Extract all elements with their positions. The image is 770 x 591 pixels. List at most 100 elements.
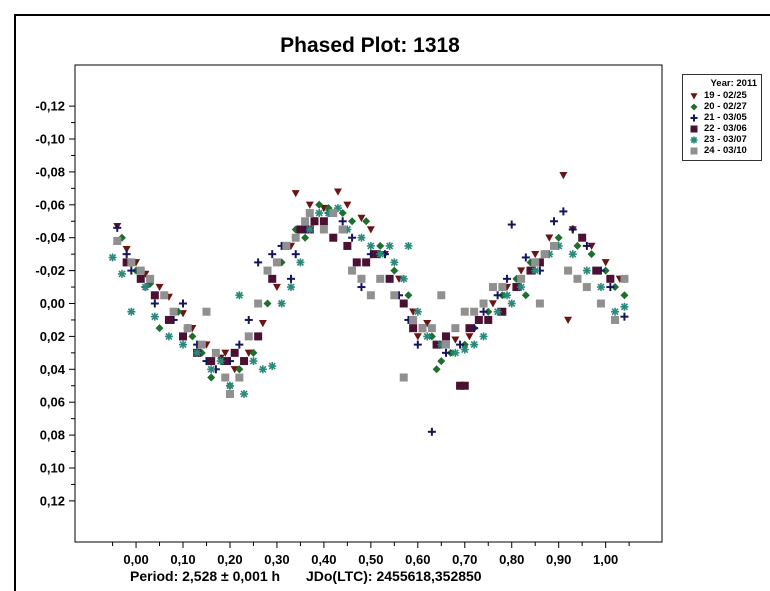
- data-point: [277, 299, 286, 308]
- chart-footer: Period: 2,528 ± 0,001 h JDo(LTC): 245561…: [130, 568, 482, 584]
- y-tick-label: -0,04: [35, 230, 65, 245]
- data-point: [235, 373, 244, 382]
- legend-entry: 22 - 03/06: [686, 123, 758, 134]
- data-point: [315, 209, 324, 218]
- data-point: [319, 225, 328, 234]
- data-point: [451, 348, 460, 357]
- data-point: [531, 266, 540, 275]
- y-tick-label: 0,04: [40, 362, 66, 377]
- data-point: [606, 283, 615, 292]
- series-group: [113, 209, 629, 398]
- data-point: [296, 258, 305, 267]
- x-tick-label: 0,20: [217, 552, 242, 567]
- data-point: [343, 241, 352, 250]
- data-point: [399, 373, 408, 382]
- data-point: [521, 253, 530, 262]
- data-point: [193, 348, 202, 357]
- data-point: [690, 92, 698, 99]
- legend-entry: 24 - 03/10: [686, 145, 758, 156]
- data-point: [409, 315, 418, 324]
- data-point: [582, 266, 591, 275]
- legend-entry: 20 - 02/27: [686, 101, 758, 112]
- data-point: [225, 389, 234, 398]
- data-point: [451, 324, 460, 333]
- data-point: [474, 315, 483, 324]
- x-tick-label: 0,10: [170, 552, 195, 567]
- data-point: [282, 241, 291, 250]
- data-point: [305, 201, 314, 209]
- data-point: [169, 307, 178, 316]
- data-point: [545, 234, 554, 242]
- data-point: [221, 373, 230, 382]
- data-point: [517, 283, 526, 292]
- data-point: [587, 242, 596, 250]
- data-point: [333, 188, 342, 196]
- series-group: [113, 172, 624, 374]
- data-point: [413, 307, 422, 316]
- data-point: [620, 274, 629, 283]
- data-point: [549, 241, 558, 250]
- data-point: [329, 209, 338, 218]
- data-point: [521, 291, 530, 300]
- data-point: [690, 136, 698, 143]
- data-point: [202, 307, 211, 316]
- legend-marker-icon: [690, 103, 698, 110]
- data-point: [456, 340, 465, 349]
- data-point: [535, 258, 544, 267]
- y-tick-label: 0,00: [40, 296, 65, 311]
- data-point: [437, 357, 446, 366]
- data-point: [343, 201, 352, 209]
- data-point: [376, 274, 385, 283]
- data-point: [301, 233, 310, 242]
- frame-top-border: [14, 14, 770, 16]
- data-point: [512, 283, 521, 292]
- data-point: [164, 315, 173, 324]
- legend-entry: 19 - 02/25: [686, 90, 758, 101]
- data-point: [690, 125, 698, 132]
- series-group: [122, 217, 615, 390]
- data-point: [484, 315, 493, 324]
- data-point: [376, 241, 385, 250]
- data-point: [596, 299, 605, 308]
- data-point: [155, 283, 164, 292]
- data-point: [244, 315, 253, 324]
- data-point: [409, 324, 418, 333]
- data-point: [582, 241, 591, 250]
- data-point: [108, 253, 117, 262]
- data-point: [554, 233, 563, 242]
- data-point: [427, 324, 436, 333]
- data-point: [441, 332, 450, 341]
- period-label: Period: 2,528 ± 0,001 h: [130, 568, 281, 584]
- data-point: [432, 365, 441, 374]
- data-point: [390, 291, 399, 300]
- data-point: [507, 299, 516, 308]
- data-point: [526, 266, 535, 275]
- data-point: [465, 333, 474, 341]
- data-point: [113, 223, 122, 232]
- data-point: [549, 217, 558, 226]
- data-point: [564, 266, 573, 275]
- x-tick-label: 0,90: [546, 552, 571, 567]
- data-point: [150, 312, 159, 321]
- data-point: [348, 266, 357, 275]
- data-point: [390, 266, 399, 275]
- data-point: [357, 214, 366, 222]
- data-point: [122, 246, 131, 254]
- data-point: [470, 307, 479, 316]
- data-point: [235, 291, 244, 300]
- data-point: [235, 365, 244, 374]
- y-tick-label: 0,06: [40, 395, 65, 410]
- data-point: [535, 299, 544, 308]
- data-point: [216, 357, 225, 366]
- data-point: [484, 307, 493, 316]
- data-point: [456, 381, 465, 390]
- data-point: [395, 275, 404, 283]
- data-point: [207, 365, 216, 374]
- data-point: [263, 266, 272, 275]
- data-point: [517, 267, 526, 275]
- data-point: [592, 266, 601, 275]
- data-point: [272, 283, 281, 292]
- x-tick-label: 0,60: [405, 552, 430, 567]
- data-point: [366, 226, 375, 234]
- y-tick-label: 0,02: [40, 329, 65, 344]
